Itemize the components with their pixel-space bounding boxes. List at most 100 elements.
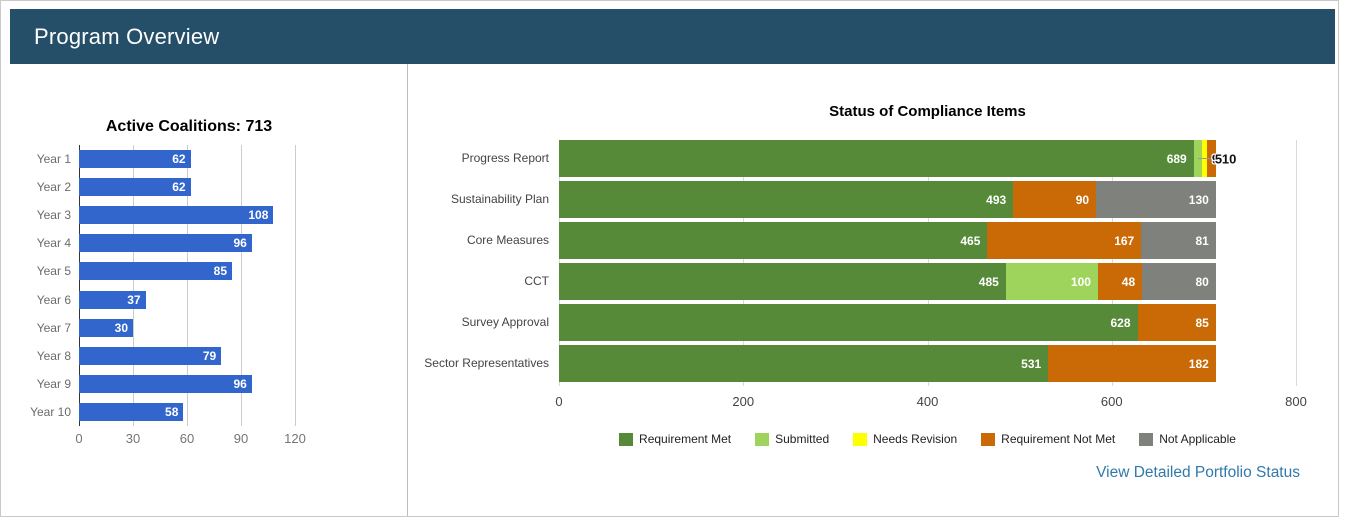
- legend-item-not-applicable: Not Applicable: [1139, 432, 1236, 446]
- legend-label: Requirement Not Met: [1001, 432, 1116, 446]
- stacked-bar-cct: 485 100 48 80: [559, 263, 1216, 300]
- x-tick-label: 800: [1285, 394, 1307, 409]
- x-tick-label: 600: [1100, 394, 1123, 409]
- header-bar: Program Overview: [10, 9, 1335, 64]
- legend-item-submitted: Submitted: [755, 432, 829, 446]
- bar-segment-requirement-met[interactable]: 485: [559, 263, 1006, 300]
- left-chart-title: Active Coalitions: 713: [105, 118, 273, 135]
- legend-label: Not Applicable: [1159, 432, 1236, 446]
- bar-segment-requirement-not-met[interactable]: 167: [987, 222, 1142, 259]
- legend-swatch: [981, 432, 996, 446]
- gridline: [133, 145, 134, 426]
- category-label: Year 8: [36, 348, 71, 363]
- bar-year-3[interactable]: 108: [79, 206, 274, 225]
- chart-legend: Requirement Met Submitted Needs Revision Re…: [559, 432, 1296, 446]
- category-label: Year 1: [36, 152, 71, 166]
- legend-swatch: [755, 432, 770, 446]
- category-label: Progress Report: [461, 151, 549, 165]
- bar-value-label: 79: [202, 348, 217, 363]
- segment-value-label: 465: [960, 233, 981, 248]
- bar-year-9[interactable]: 96: [79, 374, 252, 393]
- bar-segment-requirement-met[interactable]: 465: [559, 222, 988, 259]
- legend-label: Submitted: [775, 432, 830, 446]
- segment-value-label: 130: [1188, 192, 1209, 207]
- bar-segment-submitted[interactable]: 100: [1005, 263, 1098, 300]
- category-label: Core Measures: [466, 233, 549, 247]
- bar-segment-requirement-not-met[interactable]: 90: [1013, 181, 1097, 218]
- segment-value-label: 85: [1195, 315, 1209, 330]
- left-chart-plot-area: 62 62 108 96 85 37 30 79 96 58: [79, 145, 296, 426]
- bar-segment-requirement-met[interactable]: 531: [559, 345, 1049, 382]
- segment-value-label: 81: [1195, 233, 1209, 248]
- bar-year-8[interactable]: 79: [79, 346, 222, 365]
- legend-label: Needs Revision: [873, 432, 958, 446]
- x-tick-label: 0: [555, 394, 563, 409]
- right-chart-plot-area: 689 9 5 10 493 90 130 465 167 81 485 100 48 80 628 85 53…: [559, 140, 1297, 386]
- bar-value-label: 85: [213, 264, 227, 279]
- x-tick-label: 0: [75, 431, 83, 446]
- gridline: [1296, 140, 1297, 386]
- stacked-bar-survey-approval: 628 85: [559, 304, 1216, 341]
- segment-value-label: 493: [986, 192, 1007, 207]
- bar-year-1[interactable]: 62: [79, 150, 191, 168]
- annotation-label: 5: [1214, 151, 1223, 166]
- bar-value-label: 108: [248, 208, 269, 223]
- legend-swatch: [1139, 432, 1154, 446]
- bar-value-label: 96: [233, 236, 247, 251]
- category-label: Year 2: [36, 180, 71, 195]
- bar-value-label: 62: [172, 152, 186, 166]
- segment-value-label: 689: [1166, 151, 1187, 166]
- bar-segment-requirement-not-met[interactable]: 48: [1097, 263, 1143, 300]
- stacked-bar-sustainability-plan: 493 90 130: [559, 181, 1216, 218]
- bar-year-6[interactable]: 37: [79, 290, 146, 309]
- legend-item-requirement-met: Requirement Met: [619, 432, 731, 446]
- x-tick-label: 60: [179, 431, 195, 446]
- outside-annotation: 9 5 10: [1197, 140, 1278, 177]
- bar-year-10[interactable]: 58: [79, 402, 184, 421]
- annotation-leader-line: [1197, 158, 1212, 159]
- bar-segment-not-applicable[interactable]: 80: [1142, 263, 1216, 300]
- bar-segment-requirement-met[interactable]: 628: [559, 304, 1138, 341]
- legend-swatch: [853, 432, 868, 446]
- gridline: [241, 145, 242, 426]
- bar-year-4[interactable]: 96: [79, 234, 252, 253]
- segment-value-label: 167: [1114, 233, 1135, 248]
- view-detailed-portfolio-link[interactable]: View Detailed Portfolio Status: [1096, 464, 1300, 481]
- segment-value-label: 182: [1188, 356, 1209, 371]
- category-label: Sector Representatives: [424, 356, 549, 370]
- bar-segment-requirement-met[interactable]: 689: [559, 140, 1194, 177]
- bar-value-label: 30: [114, 320, 128, 335]
- legend-item-requirement-not-met: Requirement Not Met: [981, 432, 1115, 446]
- bar-value-label: 58: [165, 404, 179, 419]
- compliance-status-chart: Status of Compliance Items 689 9 5 10 493 90 1…: [409, 64, 1338, 516]
- x-tick-label: 30: [125, 431, 141, 446]
- stacked-bar-progress-report: 689: [559, 140, 1216, 177]
- page-title: Program Overview: [34, 23, 220, 49]
- segment-value-label: 80: [1195, 274, 1209, 289]
- bar-value-label: 62: [172, 180, 186, 195]
- category-label: Survey Approval: [461, 315, 549, 329]
- stacked-bar-core-measures: 465 167 81: [559, 222, 1216, 259]
- bar-segment-not-applicable[interactable]: 130: [1096, 181, 1216, 218]
- segment-value-label: 628: [1110, 315, 1131, 330]
- bar-year-5[interactable]: 85: [79, 262, 232, 281]
- segment-value-label: 100: [1070, 274, 1091, 289]
- bar-year-7[interactable]: 30: [79, 318, 133, 337]
- x-tick-label: 400: [916, 394, 939, 409]
- category-label: Year 3: [36, 208, 71, 223]
- category-label: Year 6: [36, 292, 71, 307]
- bar-segment-requirement-not-met[interactable]: 85: [1137, 304, 1216, 341]
- segment-value-label: 531: [1021, 356, 1042, 371]
- bar-segment-not-applicable[interactable]: 81: [1141, 222, 1216, 259]
- bar-year-2[interactable]: 62: [79, 178, 191, 197]
- legend-label: Requirement Met: [639, 432, 732, 446]
- bar-segment-requirement-met[interactable]: 493: [559, 181, 1014, 218]
- annotation-label: 9: [1211, 151, 1220, 166]
- bar-segment-requirement-not-met[interactable]: 182: [1048, 345, 1216, 382]
- annotation-label: 10: [1221, 151, 1237, 166]
- category-label: Sustainability Plan: [450, 192, 549, 206]
- category-label: Year 7: [36, 320, 71, 335]
- legend-swatch: [619, 432, 634, 446]
- right-chart-title: Status of Compliance Items: [829, 103, 1026, 120]
- stacked-bar-sector-representatives: 531 182: [559, 345, 1216, 382]
